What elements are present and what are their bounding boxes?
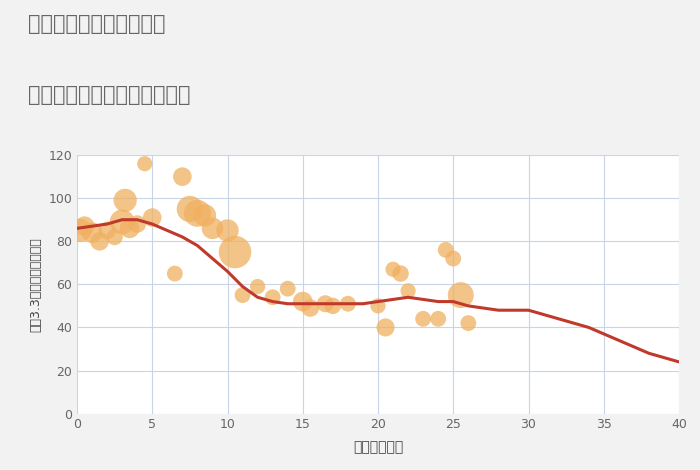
- Point: [402, 287, 414, 295]
- Point: [94, 237, 105, 245]
- Point: [132, 220, 143, 228]
- Point: [230, 248, 241, 256]
- Point: [380, 324, 391, 331]
- Point: [282, 285, 293, 292]
- Point: [87, 229, 98, 236]
- Point: [207, 225, 218, 232]
- Point: [169, 270, 181, 277]
- Point: [417, 315, 428, 322]
- Point: [147, 214, 158, 221]
- X-axis label: 築年数（年）: 築年数（年）: [353, 440, 403, 454]
- Point: [395, 270, 406, 277]
- Point: [297, 298, 308, 306]
- Point: [237, 291, 248, 299]
- Point: [74, 227, 85, 234]
- Point: [79, 222, 90, 230]
- Point: [342, 300, 354, 307]
- Point: [120, 196, 131, 204]
- Point: [448, 255, 459, 262]
- Point: [192, 210, 203, 217]
- Text: 三重県桑名市長島町福豊: 三重県桑名市長島町福豊: [28, 14, 165, 34]
- Point: [320, 300, 331, 307]
- Point: [109, 233, 120, 241]
- Point: [388, 266, 399, 273]
- Point: [455, 291, 466, 299]
- Text: 築年数別中古マンション価格: 築年数別中古マンション価格: [28, 85, 190, 105]
- Point: [124, 225, 135, 232]
- Point: [440, 246, 452, 254]
- Y-axis label: 坪（3.3㎡）単価（万円）: 坪（3.3㎡）単価（万円）: [29, 237, 43, 332]
- Point: [328, 302, 339, 310]
- Point: [139, 160, 150, 167]
- Point: [304, 304, 316, 312]
- Point: [463, 320, 474, 327]
- Point: [222, 227, 233, 234]
- Point: [184, 205, 195, 213]
- Point: [372, 302, 384, 310]
- Point: [116, 218, 128, 226]
- Point: [176, 173, 188, 180]
- Point: [252, 283, 263, 290]
- Point: [433, 315, 444, 322]
- Point: [199, 212, 211, 219]
- Point: [267, 293, 278, 301]
- Point: [102, 227, 113, 234]
